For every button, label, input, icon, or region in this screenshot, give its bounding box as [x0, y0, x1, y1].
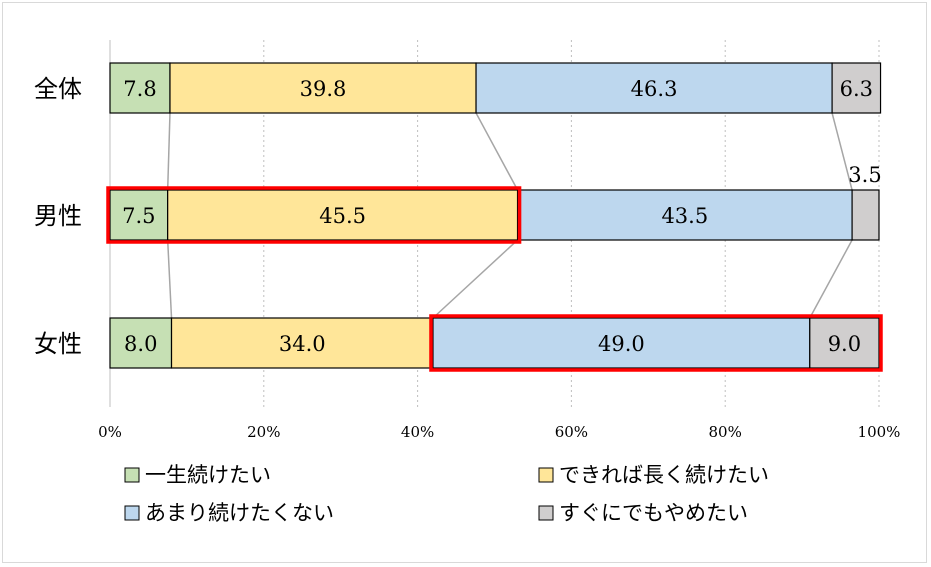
data-label: 34.0 — [279, 332, 326, 356]
highlight-box — [429, 314, 883, 372]
data-label: 46.3 — [631, 77, 678, 101]
bar-segment — [167, 189, 519, 241]
series-connector-line — [166, 112, 171, 191]
data-label: 8.0 — [124, 332, 157, 356]
x-tick-label: 60% — [555, 423, 588, 441]
data-label: 7.8 — [123, 77, 156, 101]
data-label: 7.5 — [122, 204, 155, 228]
legend-swatch — [538, 505, 554, 521]
legend-label: あまり続けたくない — [145, 501, 334, 525]
legend-label: できれば長く続けたい — [559, 463, 769, 487]
legend-swatch — [124, 467, 140, 483]
x-tick-label: 0% — [98, 423, 122, 441]
x-tick-label: 40% — [401, 423, 434, 441]
bar-segment — [169, 62, 477, 114]
highlight-box — [106, 186, 522, 244]
series-connector-lines — [166, 112, 853, 319]
legend-label: 一生続けたい — [145, 463, 271, 487]
x-tick-label: 100% — [858, 423, 901, 441]
data-label: 45.5 — [319, 204, 366, 228]
data-label: 6.3 — [840, 77, 873, 101]
category-label: 全体 — [34, 75, 82, 103]
data-label: 39.8 — [300, 77, 347, 101]
data-label: 43.5 — [661, 204, 708, 228]
legend-item: すぐにでもやめたい — [538, 501, 748, 525]
series-connector-line — [432, 239, 519, 319]
x-tick-label: 80% — [709, 423, 742, 441]
bars: 7.8 39.8 46.3 6.3 7.5 45.5 43.5 3.5 8.0 34.0 49.0 9… — [109, 62, 882, 369]
x-tick-label: 20% — [247, 423, 280, 441]
bar-segment — [109, 317, 173, 369]
series-connector-line — [831, 112, 853, 191]
legend-item: あまり続けたくない — [124, 501, 334, 525]
bar-segment — [109, 189, 169, 241]
bar-segment — [851, 189, 880, 241]
data-label: 9.0 — [828, 332, 861, 356]
bar-segment — [516, 189, 853, 241]
series-connector-line — [166, 239, 173, 319]
bar-segment — [809, 317, 880, 369]
bar-segment — [432, 317, 811, 369]
legend-item: できれば長く続けたい — [538, 463, 769, 487]
data-label: 49.0 — [598, 332, 645, 356]
category-label: 女性 — [34, 330, 82, 358]
bar-segment — [475, 62, 833, 114]
series-connector-line — [475, 112, 519, 191]
x-axis-tick-labels: 0% 20% 40% 60% 80% 100% — [98, 423, 900, 441]
data-label: 3.5 — [848, 163, 881, 187]
legend-swatch — [124, 505, 140, 521]
bar-segment — [831, 62, 882, 114]
series-connector-line — [809, 239, 853, 319]
legend-label: すぐにでもやめたい — [559, 501, 748, 525]
legend-item: 一生続けたい — [124, 463, 271, 487]
legend-swatch — [538, 467, 554, 483]
highlight-boxes — [106, 186, 883, 372]
category-label: 男性 — [34, 202, 82, 230]
bar-segment — [170, 317, 434, 369]
